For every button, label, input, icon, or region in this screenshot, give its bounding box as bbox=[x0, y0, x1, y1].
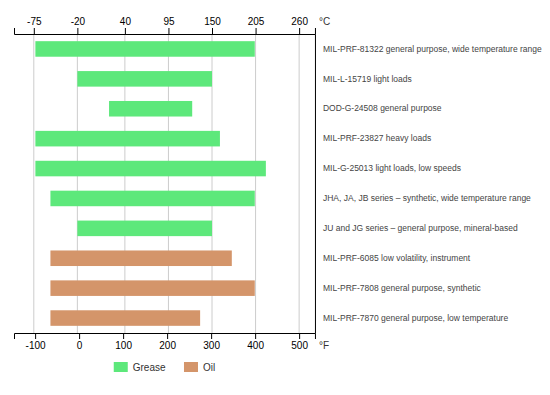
y-tick: JU and JG series – general purpose, mine… bbox=[315, 223, 518, 233]
x-tick-label: 40 bbox=[120, 16, 132, 27]
y-tick: MIL-PRF-81322 general purpose, wide temp… bbox=[315, 44, 542, 54]
y-tick-label: MIL-L-15719 light loads bbox=[323, 74, 412, 84]
x-tick: 150 bbox=[204, 16, 221, 34]
x-tick: 40 bbox=[120, 16, 132, 34]
x-axis-title: °C bbox=[319, 16, 330, 27]
x2-tick-label: 0 bbox=[77, 340, 83, 351]
x2-tick: -100 bbox=[26, 333, 46, 351]
y-tick: MIL-PRF-23827 heavy loads bbox=[315, 133, 431, 143]
y-axis: MIL-PRF-81322 general purpose, wide temp… bbox=[315, 35, 542, 334]
x-tick: -20 bbox=[71, 16, 86, 34]
x2-axis-line bbox=[15, 334, 316, 340]
x2-tick-label: 100 bbox=[115, 340, 132, 351]
x2-tick: 0 bbox=[77, 333, 83, 351]
x2-tick: 300 bbox=[203, 333, 220, 351]
y-tick: MIL-PRF-7870 general purpose, low temper… bbox=[315, 313, 508, 323]
y-tick: MIL-PRF-7808 general purpose, synthetic bbox=[315, 283, 482, 293]
x-axis-line bbox=[15, 28, 316, 35]
legend-swatch bbox=[184, 362, 198, 372]
x2-tick-mark bbox=[79, 333, 80, 339]
x-tick-mark bbox=[34, 28, 35, 34]
bar bbox=[35, 41, 254, 57]
x2-tick: 200 bbox=[159, 333, 176, 351]
x2-tick: 100 bbox=[115, 333, 132, 351]
y-tick-label: MIL-PRF-7808 general purpose, synthetic bbox=[323, 283, 482, 293]
y-tick-label: JHA, JA, JB series – synthetic, wide tem… bbox=[323, 193, 531, 203]
bar bbox=[50, 250, 231, 266]
x-axis-top: -75 -20 40 95 150 205 260 bbox=[15, 16, 316, 35]
y-tick-label: MIL-PRF-81322 general purpose, wide temp… bbox=[323, 44, 542, 54]
x2-tick-label: -100 bbox=[26, 340, 46, 351]
x-tick-label: -20 bbox=[71, 16, 86, 27]
plot: MIL-PRF-81322 general purpose, wide temp… bbox=[15, 16, 543, 373]
x-tick: 260 bbox=[291, 16, 308, 34]
x2-tick-mark bbox=[211, 333, 212, 339]
x-axis-bottom: -100 0 100 200 300 400 500 bbox=[15, 333, 316, 351]
grid bbox=[34, 34, 299, 333]
x-tick-label: 150 bbox=[204, 16, 221, 27]
x-tick-mark bbox=[125, 28, 126, 34]
x-tick: 205 bbox=[248, 16, 265, 34]
x2-tick-label: 500 bbox=[291, 340, 308, 351]
bar bbox=[50, 191, 254, 207]
x-tick: 95 bbox=[163, 16, 175, 34]
y-tick: MIL-L-15719 light loads bbox=[315, 74, 412, 84]
bar bbox=[109, 101, 192, 117]
x-tick-label: -75 bbox=[27, 16, 42, 27]
x2-tick: 500 bbox=[291, 333, 308, 351]
legend-swatch bbox=[114, 362, 128, 372]
x-tick-mark bbox=[212, 28, 213, 34]
y-tick: DOD-G-24508 general purpose bbox=[315, 103, 442, 113]
y-tick: JHA, JA, JB series – synthetic, wide tem… bbox=[315, 193, 531, 203]
x-tick: -75 bbox=[27, 16, 42, 34]
y-tick: MIL-G-25013 light loads, low speeds bbox=[315, 163, 461, 173]
grid-line bbox=[255, 34, 256, 333]
legend-label: Grease bbox=[133, 362, 166, 373]
y-tick-label: MIL-PRF-7870 general purpose, low temper… bbox=[323, 313, 508, 323]
y-tick-label: MIL-PRF-6085 low volatility, instrument bbox=[323, 253, 471, 263]
x-tick-label: 260 bbox=[291, 16, 308, 27]
x2-tick: 400 bbox=[247, 333, 264, 351]
x-tick-mark bbox=[168, 28, 169, 34]
x2-tick-mark bbox=[167, 333, 168, 339]
y-tick-label: JU and JG series – general purpose, mine… bbox=[323, 223, 518, 233]
chart: MIL-PRF-81322 general purpose, wide temp… bbox=[0, 0, 550, 395]
grid-line bbox=[299, 34, 300, 333]
y-tick-label: MIL-G-25013 light loads, low speeds bbox=[323, 163, 461, 173]
bars bbox=[35, 41, 265, 326]
bar bbox=[50, 280, 254, 296]
y-tick: MIL-PRF-6085 low volatility, instrument bbox=[315, 253, 471, 263]
x2-tick-mark bbox=[299, 333, 300, 339]
x2-tick-label: 400 bbox=[247, 340, 264, 351]
bar bbox=[77, 221, 212, 237]
x2-axis-title: °F bbox=[319, 340, 329, 351]
x2-tick-label: 300 bbox=[203, 340, 220, 351]
bar bbox=[77, 71, 212, 87]
legend-item: Grease bbox=[114, 362, 166, 373]
x-tick-mark bbox=[299, 28, 300, 34]
y-tick-label: MIL-PRF-23827 heavy loads bbox=[323, 133, 431, 143]
legend-item: Oil bbox=[184, 362, 215, 373]
y-tick-label: DOD-G-24508 general purpose bbox=[323, 103, 442, 113]
bar bbox=[50, 310, 200, 326]
x2-tick-mark bbox=[123, 333, 124, 339]
x-tick-label: 95 bbox=[163, 16, 175, 27]
legend-label: Oil bbox=[203, 362, 215, 373]
x-tick-mark bbox=[77, 28, 78, 34]
legend: Grease Oil bbox=[114, 362, 215, 373]
y-axis-line bbox=[315, 35, 316, 334]
x2-tick-mark bbox=[255, 333, 256, 339]
x2-tick-label: 200 bbox=[159, 340, 176, 351]
x-tick-label: 205 bbox=[248, 16, 265, 27]
grid-line bbox=[33, 34, 34, 333]
bar bbox=[35, 131, 220, 147]
bar bbox=[35, 161, 265, 177]
x2-tick-mark bbox=[35, 333, 36, 339]
x-tick-mark bbox=[256, 28, 257, 34]
